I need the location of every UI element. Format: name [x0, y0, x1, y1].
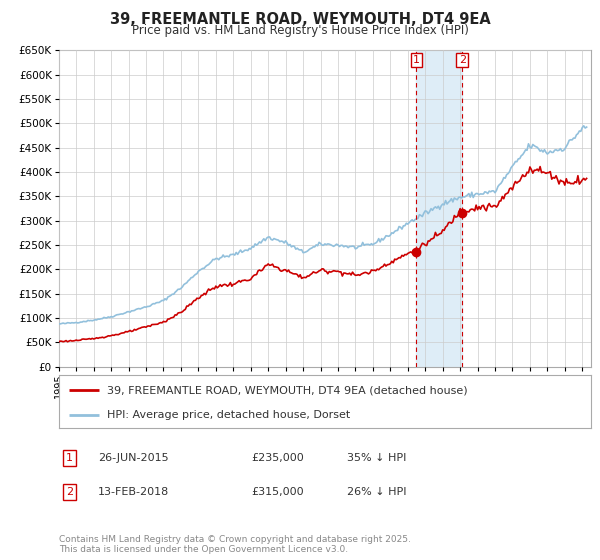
Text: 2: 2	[66, 487, 73, 497]
Text: Contains HM Land Registry data © Crown copyright and database right 2025.
This d: Contains HM Land Registry data © Crown c…	[59, 535, 410, 554]
Text: 35% ↓ HPI: 35% ↓ HPI	[347, 453, 406, 463]
Bar	[416, 50, 462, 367]
Text: £235,000: £235,000	[251, 453, 304, 463]
Text: 39, FREEMANTLE ROAD, WEYMOUTH, DT4 9EA (detached house): 39, FREEMANTLE ROAD, WEYMOUTH, DT4 9EA (…	[107, 385, 467, 395]
Text: 2: 2	[458, 55, 466, 65]
Text: 13-FEB-2018: 13-FEB-2018	[98, 487, 169, 497]
Text: HPI: Average price, detached house, Dorset: HPI: Average price, detached house, Dors…	[107, 410, 350, 420]
Text: 1: 1	[66, 453, 73, 463]
Text: £315,000: £315,000	[251, 487, 304, 497]
Text: 39, FREEMANTLE ROAD, WEYMOUTH, DT4 9EA: 39, FREEMANTLE ROAD, WEYMOUTH, DT4 9EA	[110, 12, 490, 27]
Text: 26-JUN-2015: 26-JUN-2015	[98, 453, 169, 463]
Text: 1: 1	[413, 55, 420, 65]
Text: 26% ↓ HPI: 26% ↓ HPI	[347, 487, 406, 497]
Text: Price paid vs. HM Land Registry's House Price Index (HPI): Price paid vs. HM Land Registry's House …	[131, 24, 469, 36]
